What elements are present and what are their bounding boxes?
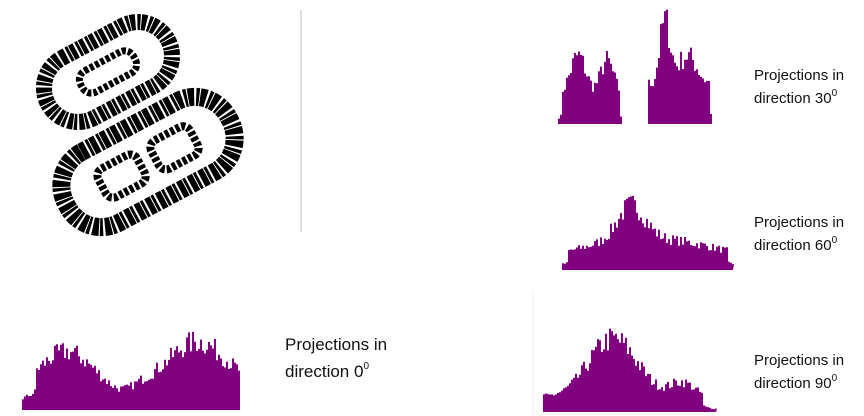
blob-ring — [52, 87, 244, 237]
label-text: direction 60 — [754, 237, 832, 254]
label-sup: 0 — [832, 88, 838, 99]
projection-shape — [562, 196, 734, 270]
label-line: Projections in — [754, 214, 844, 231]
label-line: direction 600 — [754, 235, 838, 254]
blob-ring — [35, 14, 181, 130]
binary-image — [35, 14, 244, 237]
label-text: direction 30 — [754, 90, 832, 107]
blob-inner — [75, 47, 141, 97]
label-line: direction 900 — [754, 373, 838, 392]
label-line: Projections in — [285, 335, 387, 354]
label-text: direction 0 — [285, 362, 363, 381]
projection-shape — [648, 9, 712, 125]
projection-shape — [558, 51, 622, 124]
projection-shape — [22, 332, 240, 410]
projection-shape — [543, 328, 717, 412]
label-line: direction 00 — [285, 361, 369, 381]
histograms — [22, 9, 734, 412]
label-sup: 0 — [832, 373, 838, 384]
label-line: direction 300 — [754, 88, 838, 107]
blob — [35, 14, 181, 130]
label-line: Projections in — [754, 67, 844, 84]
label-sup: 0 — [832, 235, 838, 246]
blob — [52, 87, 244, 237]
label-line: Projections in — [754, 352, 844, 369]
blob-inner — [93, 150, 150, 202]
label-sup: 0 — [363, 361, 369, 372]
blob-inner — [146, 122, 203, 174]
label-text: direction 90 — [754, 375, 832, 392]
